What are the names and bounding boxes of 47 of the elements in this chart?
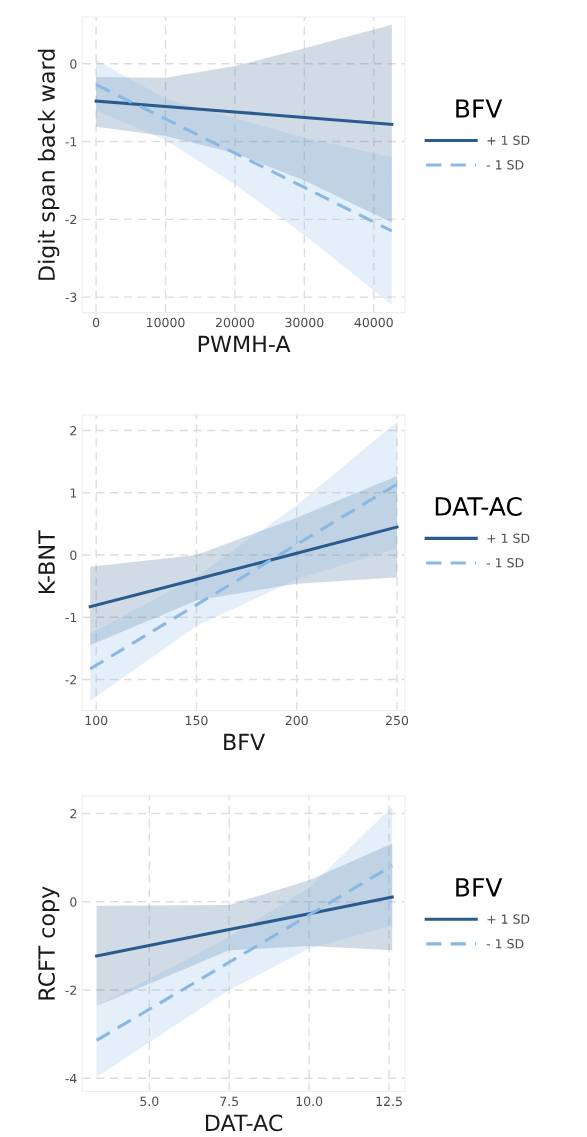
legend-title: DAT-AC xyxy=(435,497,522,516)
x-tick-label: 30000 xyxy=(285,317,324,328)
x-tick-label: 200 xyxy=(285,715,308,726)
y-axis-title: RCFT copy xyxy=(38,886,60,1000)
x-tick-label: 150 xyxy=(185,715,208,726)
y-axis-title: K-BNT xyxy=(38,530,55,594)
y-tick-label: -3 xyxy=(65,292,77,303)
x-tick-label: 0 xyxy=(92,317,100,328)
y-tick-label: 0 xyxy=(70,897,77,907)
line-series xyxy=(88,482,399,671)
legend-title: BFV xyxy=(456,878,503,897)
y-tick-label: 1 xyxy=(70,488,77,498)
x-tick-label: 100 xyxy=(85,715,108,726)
y-tick-label: 2 xyxy=(70,809,77,819)
line-series xyxy=(94,99,394,126)
x-axis-title: DAT-AC xyxy=(205,1114,283,1132)
line-series xyxy=(88,525,399,609)
y-tick-label: 2 xyxy=(70,426,77,436)
x-tick-label: 5.0 xyxy=(140,1096,159,1107)
line-series xyxy=(95,895,394,958)
x-tick-label: 20000 xyxy=(215,317,254,328)
y-tick-label: -4 xyxy=(65,1073,77,1084)
x-axis-title: BFV xyxy=(224,733,266,751)
y-tick-label: 0 xyxy=(70,59,77,69)
y-tick-label: -2 xyxy=(65,214,77,225)
y-tick-label: -1 xyxy=(65,137,77,147)
x-tick-label: 7.5 xyxy=(220,1096,239,1107)
x-tick-label: 10000 xyxy=(146,317,185,328)
y-tick-label: 0 xyxy=(70,550,77,560)
y-tick-label: -2 xyxy=(65,674,77,685)
line-series xyxy=(94,83,394,233)
y-tick-label: -2 xyxy=(65,985,77,995)
y-tick-label: -1 xyxy=(65,612,77,623)
legend-label: + 1 SD xyxy=(487,914,530,924)
x-tick-label: 250 xyxy=(386,715,409,726)
legend-label: + 1 SD xyxy=(487,533,530,543)
x-tick-label: 10.0 xyxy=(296,1096,323,1107)
legend-title: BFV xyxy=(456,99,503,118)
legend-label: + 1 SD xyxy=(487,135,530,145)
x-tick-label: 40000 xyxy=(354,317,393,328)
legend-label: - 1 SD xyxy=(486,558,524,568)
y-axis-title: Digit span back ward xyxy=(37,49,60,280)
legend-label: - 1 SD xyxy=(486,938,524,949)
x-axis-title: PWMH-A xyxy=(198,335,291,353)
line-series xyxy=(95,864,394,1042)
x-tick-label: 12.5 xyxy=(376,1096,402,1107)
legend-label: - 1 SD xyxy=(486,160,524,170)
